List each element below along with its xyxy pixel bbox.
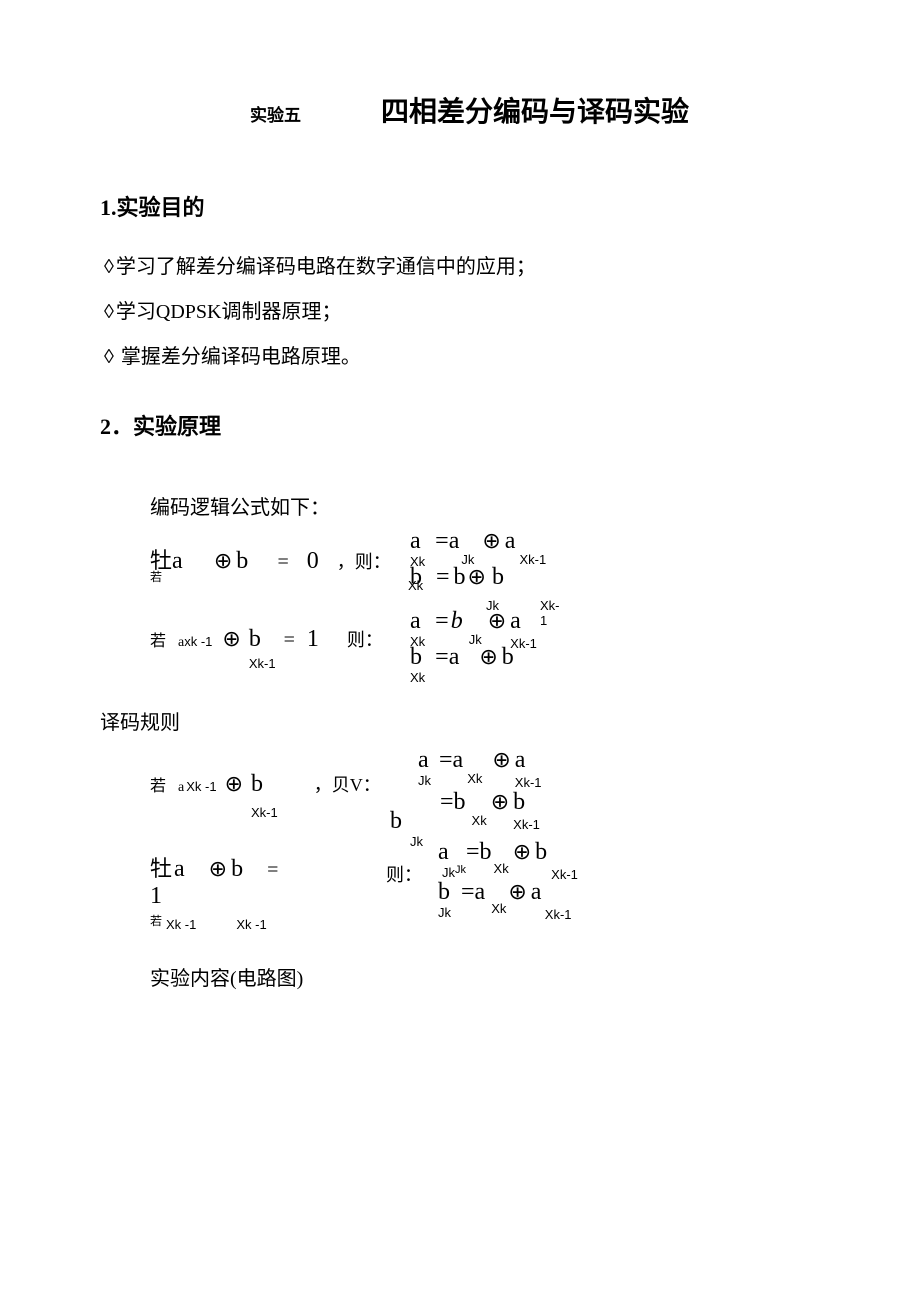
diamond-icon: ◊ — [104, 256, 114, 278]
encode-formula-2: 若 a xk -1 ⊕ bXk-1 = 1 则： aXk = b Jk ⊕ aX… — [100, 626, 820, 676]
decode-formula-2: 牡 a ⊕ b = 1 若 Xk -1 Xk -1 则： aJkJk =b — [100, 851, 820, 932]
experiment-content-heading: 实验内容(电路图) — [100, 962, 820, 991]
bullet-1: ◊学习了解差分编译码电路在数字通信中的应用； — [100, 250, 820, 279]
encode-intro: 编码逻辑公式如下： — [100, 491, 820, 520]
bullet-3: ◊ 掌握差分编译码电路原理。 — [100, 340, 820, 369]
decode-formula-1: 若 a Xk -1 ⊕ bXk-1 ，贝V： aJk =a Xk ⊕ aXk-1… — [100, 771, 820, 821]
diamond-icon: ◊ — [104, 301, 114, 323]
title-row: 实验五 四相差分编码与译码实验 — [100, 90, 820, 130]
experiment-number: 实验五 — [250, 101, 301, 126]
main-title: 四相差分编码与译码实验 — [381, 90, 689, 130]
diamond-icon: ◊ — [104, 346, 119, 368]
bullet-2: ◊学习QDPSK调制器原理； — [100, 295, 820, 324]
section-1-heading: 1.实验目的 — [100, 190, 820, 222]
decode-heading: 译码规则 — [100, 706, 820, 735]
encode-formula-1: 牡 若 a Xk ⊕ b Xk = 0 ，则： aXk =a Jk ⊕ a Xk… — [100, 548, 820, 596]
section-2-heading: 2．实验原理 — [100, 409, 820, 441]
